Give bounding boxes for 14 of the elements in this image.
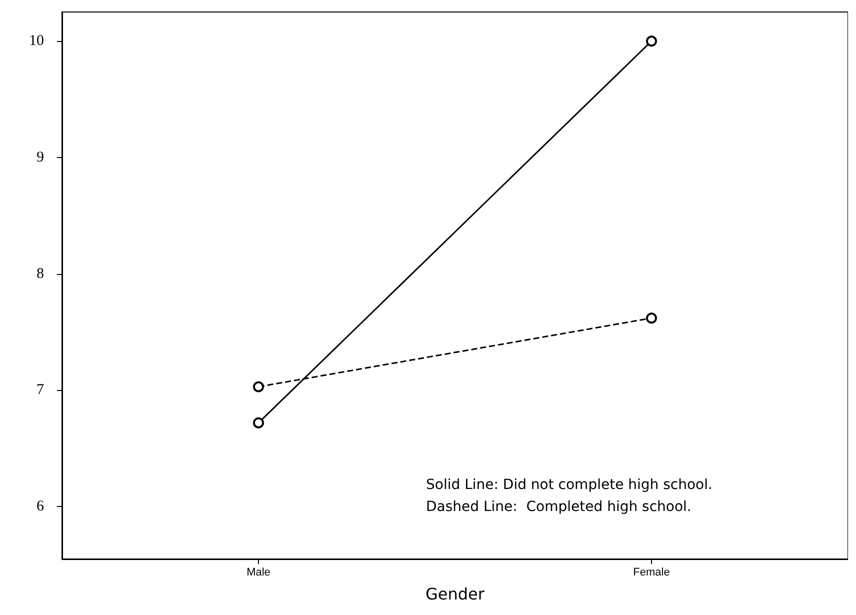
x-axis-title: Gender [426, 584, 485, 604]
x-tick-label: Male [246, 566, 270, 578]
point [253, 417, 264, 428]
point [253, 381, 264, 392]
y-tick-label: 8 [36, 266, 44, 282]
y-tick-label: 10 [29, 33, 44, 50]
point [646, 312, 657, 324]
y-tick-label: 6 [36, 498, 44, 515]
annotation: Solid Line: Did not complete high school. [426, 477, 712, 493]
point [646, 36, 657, 47]
y-tick-label: 9 [36, 149, 44, 166]
y-tick-label: 7 [36, 382, 44, 398]
annotation: Dashed Line: Completed high school. [426, 499, 692, 515]
x-tick-label: Female [633, 566, 670, 578]
